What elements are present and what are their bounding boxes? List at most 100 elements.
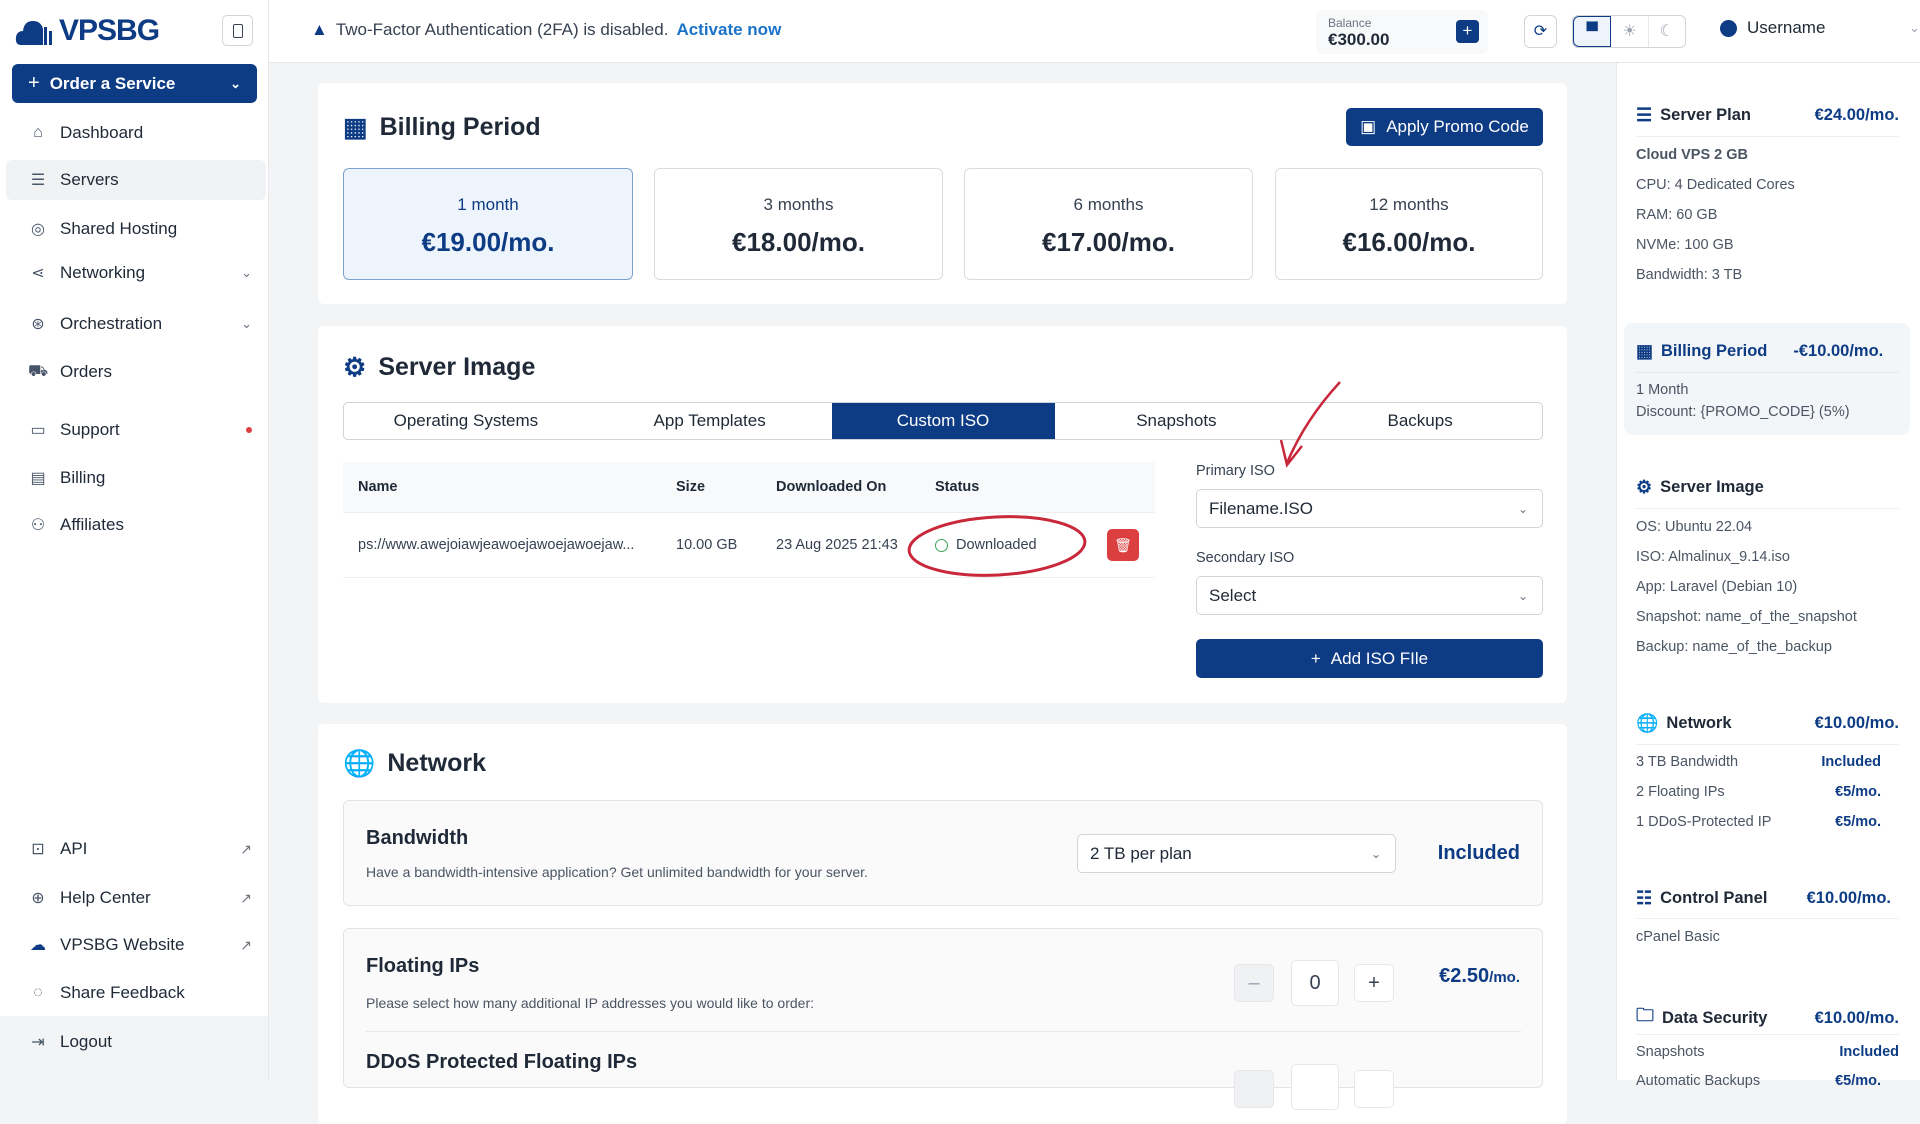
iso-name: ps://www.awejoiawjeawoejawoejawoejaw... xyxy=(358,537,635,553)
topbar: ▲ Two-Factor Authentication (2FA) is dis… xyxy=(269,0,1920,63)
chat-icon: ▭ xyxy=(30,422,46,439)
sidebar-item-dashboard[interactable]: ⌂ Dashboard xyxy=(6,113,266,153)
title: Network xyxy=(1666,714,1732,732)
network-line: 1 DDoS-Protected IP €5/mo. xyxy=(1636,814,1899,830)
sidebar-item-servers[interactable]: ☰ Servers xyxy=(6,160,266,200)
summary-billing-box xyxy=(1624,323,1910,435)
order-service-button[interactable]: + Order a Service ⌄ xyxy=(12,64,257,103)
billing-period-heading: ▦ Billing Period xyxy=(343,112,541,143)
sidebar-item-share-feedback[interactable]: ◌ Share Feedback xyxy=(6,973,266,1013)
sidebar-item-shared-hosting[interactable]: ◎ Shared Hosting xyxy=(6,209,266,249)
sidebar-item-vpsbg-website[interactable]: ☁ VPSBG Website ↗ xyxy=(6,925,266,965)
code-icon: ⊡ xyxy=(31,841,45,858)
add-iso-file-button[interactable]: + Add ISO FIle xyxy=(1196,639,1543,678)
ddos-ips-decrement-button[interactable] xyxy=(1234,1070,1274,1108)
bandwidth-select[interactable]: 2 TB per plan ⌄ xyxy=(1077,834,1396,873)
theme-light-button[interactable]: ☀ xyxy=(1611,16,1649,47)
sidebar-item-orchestration[interactable]: ⊛ Orchestration ⌄ xyxy=(6,304,266,344)
divider xyxy=(366,1031,1521,1032)
period-label: 12 months xyxy=(1369,195,1449,214)
share-icon: ⋖ xyxy=(31,265,45,282)
activate-2fa-link[interactable]: Activate now xyxy=(676,20,782,39)
value: Included xyxy=(1821,754,1881,770)
price: -€10.00/mo. xyxy=(1793,342,1884,360)
users-icon: ⚇ xyxy=(30,517,46,534)
chevron-down-icon: ⌄ xyxy=(241,316,252,331)
divider xyxy=(1636,372,1899,373)
period-option-3-months[interactable]: 3 months €18.00/mo. xyxy=(654,168,943,280)
floating-ips-increment-button[interactable]: + xyxy=(1354,964,1394,1002)
sidebar-item-support[interactable]: ▭ Support xyxy=(6,410,266,450)
monitor-icon: ▀ xyxy=(1586,23,1598,40)
sidebar-item-api[interactable]: ⊡ API ↗ xyxy=(6,829,266,869)
logo[interactable]: VPSBG xyxy=(15,14,160,48)
tab-backups[interactable]: Backups xyxy=(1387,411,1453,430)
summary-network: 🌐 Network €10.00/mo. xyxy=(1636,713,1899,734)
key: 3 TB Bandwidth xyxy=(1636,754,1739,770)
floating-ips-quantity-input[interactable]: 0 xyxy=(1291,960,1339,1006)
sliders-icon: ☷ xyxy=(1636,888,1653,908)
tab-app-templates[interactable]: App Templates xyxy=(653,411,766,430)
ddos-ips-quantity-input[interactable] xyxy=(1291,1064,1339,1110)
status-text: Downloaded xyxy=(956,537,1037,553)
period-option-1-month[interactable]: 1 month €19.00/mo. xyxy=(343,168,633,280)
order-service-label: Order a Service xyxy=(49,73,176,93)
plan-cpu: CPU: 4 Dedicated Cores xyxy=(1636,177,1795,193)
col-downloaded-on: Downloaded On xyxy=(776,479,887,495)
balance-box: Balance €300.00 + xyxy=(1316,10,1488,54)
theme-dark-button[interactable]: ☾ xyxy=(1649,16,1685,47)
period-label: 6 months xyxy=(1073,195,1144,214)
refresh-button[interactable]: ⟳ xyxy=(1524,15,1557,48)
sidebar-item-logout[interactable]: ⇥ Logout xyxy=(6,1022,266,1062)
sidebar-toggle-button[interactable] xyxy=(222,15,253,46)
label: Help Center xyxy=(60,888,151,907)
floating-ips-title: Floating IPs xyxy=(366,955,480,977)
billing-discount: Discount: {PROMO_CODE} (5%) xyxy=(1636,404,1850,420)
orchestration-icon: ⊛ xyxy=(31,316,45,333)
apply-promo-code-button[interactable]: ▣ Apply Promo Code xyxy=(1346,108,1543,146)
period-option-6-months[interactable]: 6 months €17.00/mo. xyxy=(964,168,1253,280)
key: 2 Floating IPs xyxy=(1636,784,1725,800)
sidebar-item-help-center[interactable]: ⊕ Help Center ↗ xyxy=(6,878,266,918)
add-funds-button[interactable]: + xyxy=(1456,20,1479,43)
tab-operating-systems[interactable]: Operating Systems xyxy=(393,411,539,430)
theme-switcher: ▀ ☀ ☾ xyxy=(1572,15,1686,48)
balance-value: €300.00 xyxy=(1328,30,1390,49)
label: Share Feedback xyxy=(60,983,185,1002)
secondary-iso-label: Secondary ISO xyxy=(1196,550,1295,566)
sidebar-item-billing[interactable]: ▤ Billing xyxy=(6,458,266,498)
user-menu[interactable]: Username ⌄ xyxy=(1720,18,1920,38)
divider xyxy=(1636,918,1899,919)
unit: /mo. xyxy=(1489,969,1520,986)
chevron-down-icon: ⌄ xyxy=(1517,501,1528,516)
globe-icon: 🌐 xyxy=(343,748,376,778)
globe-icon: 🌐 xyxy=(1636,713,1659,733)
period-option-12-months[interactable]: 12 months €16.00/mo. xyxy=(1275,168,1543,280)
period-price: €18.00/mo. xyxy=(732,227,865,257)
tab-snapshots[interactable]: Snapshots xyxy=(1136,411,1217,430)
sidebar-item-networking[interactable]: ⋖ Networking ⌄ xyxy=(6,253,266,293)
label: Apply Promo Code xyxy=(1386,117,1529,136)
value: Filename.ISO xyxy=(1209,498,1313,518)
chevron-down-icon: ⌄ xyxy=(241,265,252,280)
theme-system-button[interactable]: ▀ xyxy=(1573,16,1612,47)
image-iso: ISO: Almalinux_9.14.iso xyxy=(1636,549,1790,565)
price: €2.50 xyxy=(1439,965,1490,987)
logout-area xyxy=(0,1016,268,1080)
key: 1 DDoS-Protected IP xyxy=(1636,814,1772,830)
user-icon xyxy=(1720,19,1737,37)
period-price: €17.00/mo. xyxy=(1042,227,1175,257)
delete-iso-button[interactable]: 🗑 xyxy=(1107,529,1139,561)
calendar-icon: ▦ xyxy=(1636,341,1654,361)
sidebar-item-affiliates[interactable]: ⚇ Affiliates xyxy=(6,505,266,545)
secondary-iso-select[interactable]: Select ⌄ xyxy=(1196,576,1543,615)
col-name: Name xyxy=(358,479,398,495)
floating-ips-decrement-button[interactable]: – xyxy=(1234,964,1274,1002)
chevron-down-icon: ⌄ xyxy=(1370,846,1381,861)
gear-icon: ⚙ xyxy=(343,352,367,382)
primary-iso-select[interactable]: Filename.ISO ⌄ xyxy=(1196,489,1543,528)
sidebar-item-orders[interactable]: ⛟ Orders xyxy=(6,352,266,392)
tab-custom-iso[interactable]: Custom ISO xyxy=(831,403,1055,439)
ddos-ips-increment-button[interactable] xyxy=(1354,1070,1394,1108)
divider xyxy=(1636,1034,1899,1035)
